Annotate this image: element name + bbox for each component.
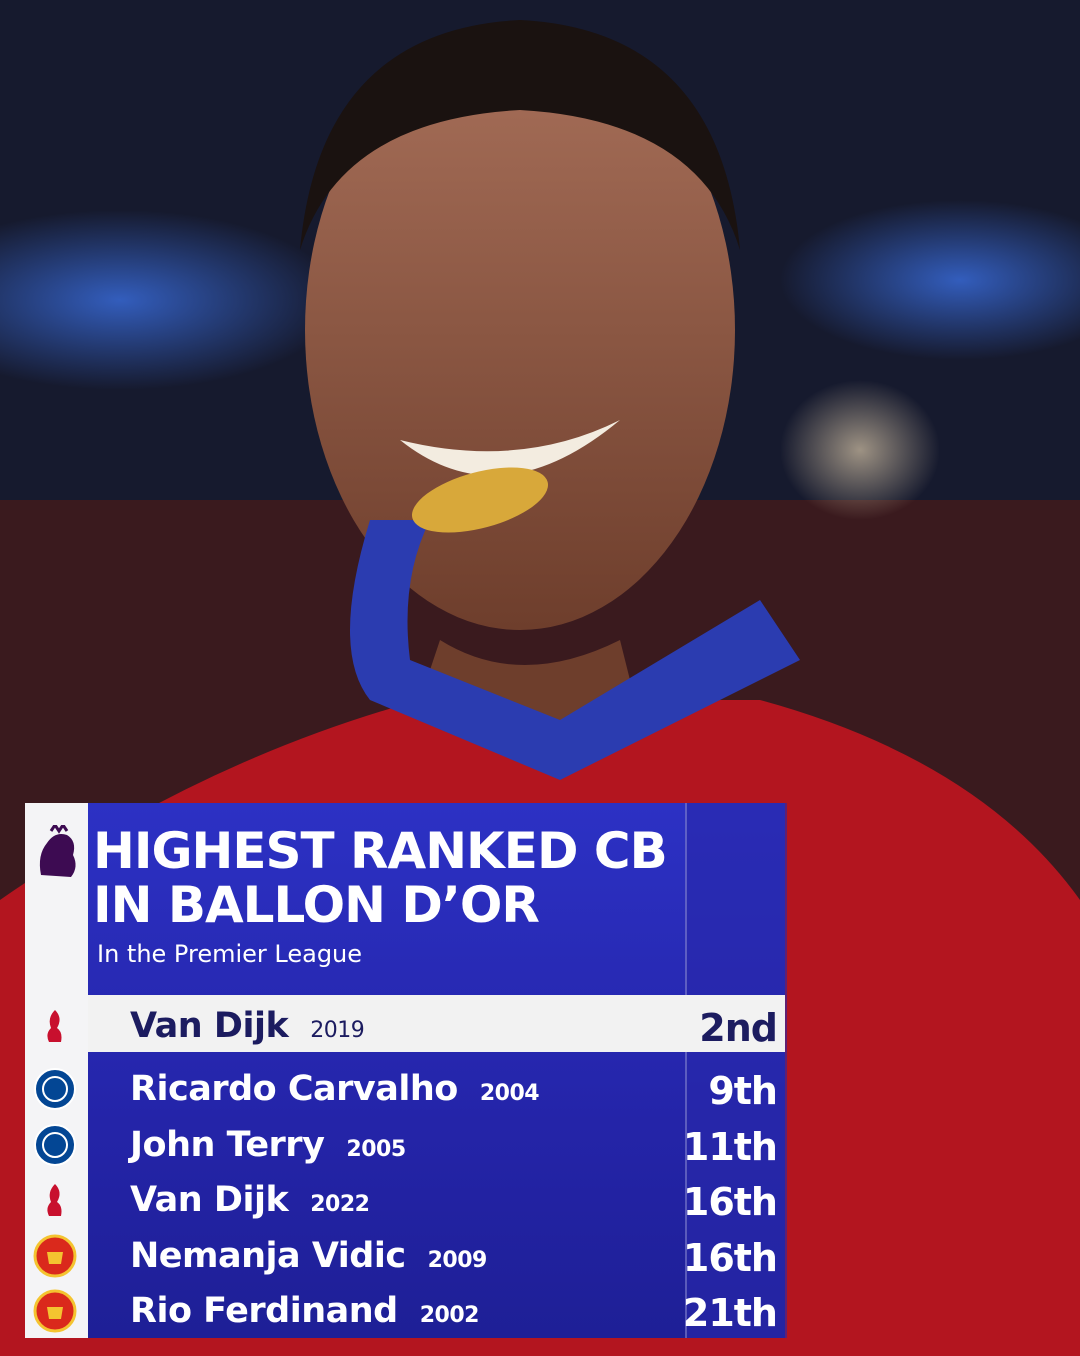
medal bbox=[411, 467, 549, 533]
light-blur bbox=[780, 200, 1080, 360]
rank: 11th bbox=[682, 1125, 778, 1169]
club-logo bbox=[33, 1234, 77, 1278]
season-year: 2002 bbox=[419, 1303, 480, 1328]
player-name: Nemanja Vidic 2009 bbox=[130, 1236, 487, 1276]
title-line: IN BALLON D’OR bbox=[93, 876, 540, 934]
club-logo bbox=[34, 1068, 76, 1110]
player-name: Ricardo Carvalho 2004 bbox=[130, 1069, 540, 1109]
rank-column bbox=[685, 803, 787, 1338]
club-logo bbox=[47, 1010, 62, 1042]
player-name: Van Dijk 2022 bbox=[130, 1180, 370, 1220]
club-logo bbox=[34, 1124, 76, 1166]
subtitle: In the Premier League bbox=[97, 940, 363, 968]
club-logo bbox=[33, 1289, 77, 1333]
ranking-panel bbox=[25, 803, 787, 1338]
player-name: John Terry 2005 bbox=[130, 1125, 406, 1165]
season-year: 2004 bbox=[479, 1081, 540, 1106]
player: Nemanja Vidic bbox=[130, 1236, 406, 1276]
light-blur bbox=[780, 380, 940, 520]
season-year: 2005 bbox=[346, 1137, 406, 1162]
player: John Terry bbox=[130, 1125, 325, 1165]
table-row: Van Dijk 2019 2nd bbox=[88, 998, 785, 1054]
table-row: John Terry 2005 11th bbox=[88, 1117, 785, 1173]
player-name: Van Dijk 2019 bbox=[130, 1006, 365, 1046]
club-logo bbox=[47, 1184, 62, 1216]
hair bbox=[300, 20, 740, 250]
table-row: Van Dijk 2022 16th bbox=[88, 1172, 785, 1228]
medal-ribbon bbox=[350, 520, 800, 780]
table-row: Rio Ferdinand 2002 21th bbox=[88, 1283, 785, 1339]
face bbox=[305, 30, 735, 630]
table-row: Nemanja Vidic 2009 16th bbox=[88, 1228, 785, 1284]
player: Rio Ferdinand bbox=[130, 1291, 398, 1331]
title-line: HIGHEST RANKED CB bbox=[93, 822, 668, 880]
rank: 16th bbox=[682, 1236, 778, 1280]
rank: 9th bbox=[708, 1069, 778, 1113]
teeth bbox=[400, 420, 620, 476]
panel-background bbox=[88, 803, 785, 1338]
light-blur bbox=[0, 210, 340, 390]
season-year: 2019 bbox=[310, 1018, 365, 1043]
player: Van Dijk bbox=[130, 1180, 289, 1220]
season-year: 2022 bbox=[310, 1192, 370, 1217]
player: Van Dijk bbox=[130, 1006, 289, 1046]
table-row: Ricardo Carvalho 2004 9th bbox=[88, 1061, 785, 1117]
rank: 21th bbox=[682, 1291, 778, 1335]
season-year: 2009 bbox=[427, 1248, 488, 1273]
league-logo bbox=[39, 825, 76, 877]
player: Ricardo Carvalho bbox=[130, 1069, 458, 1109]
player-name: Rio Ferdinand 2002 bbox=[130, 1291, 479, 1331]
rank: 16th bbox=[682, 1180, 778, 1224]
highlight-row bbox=[88, 995, 785, 1052]
rank: 2nd bbox=[699, 1006, 778, 1050]
